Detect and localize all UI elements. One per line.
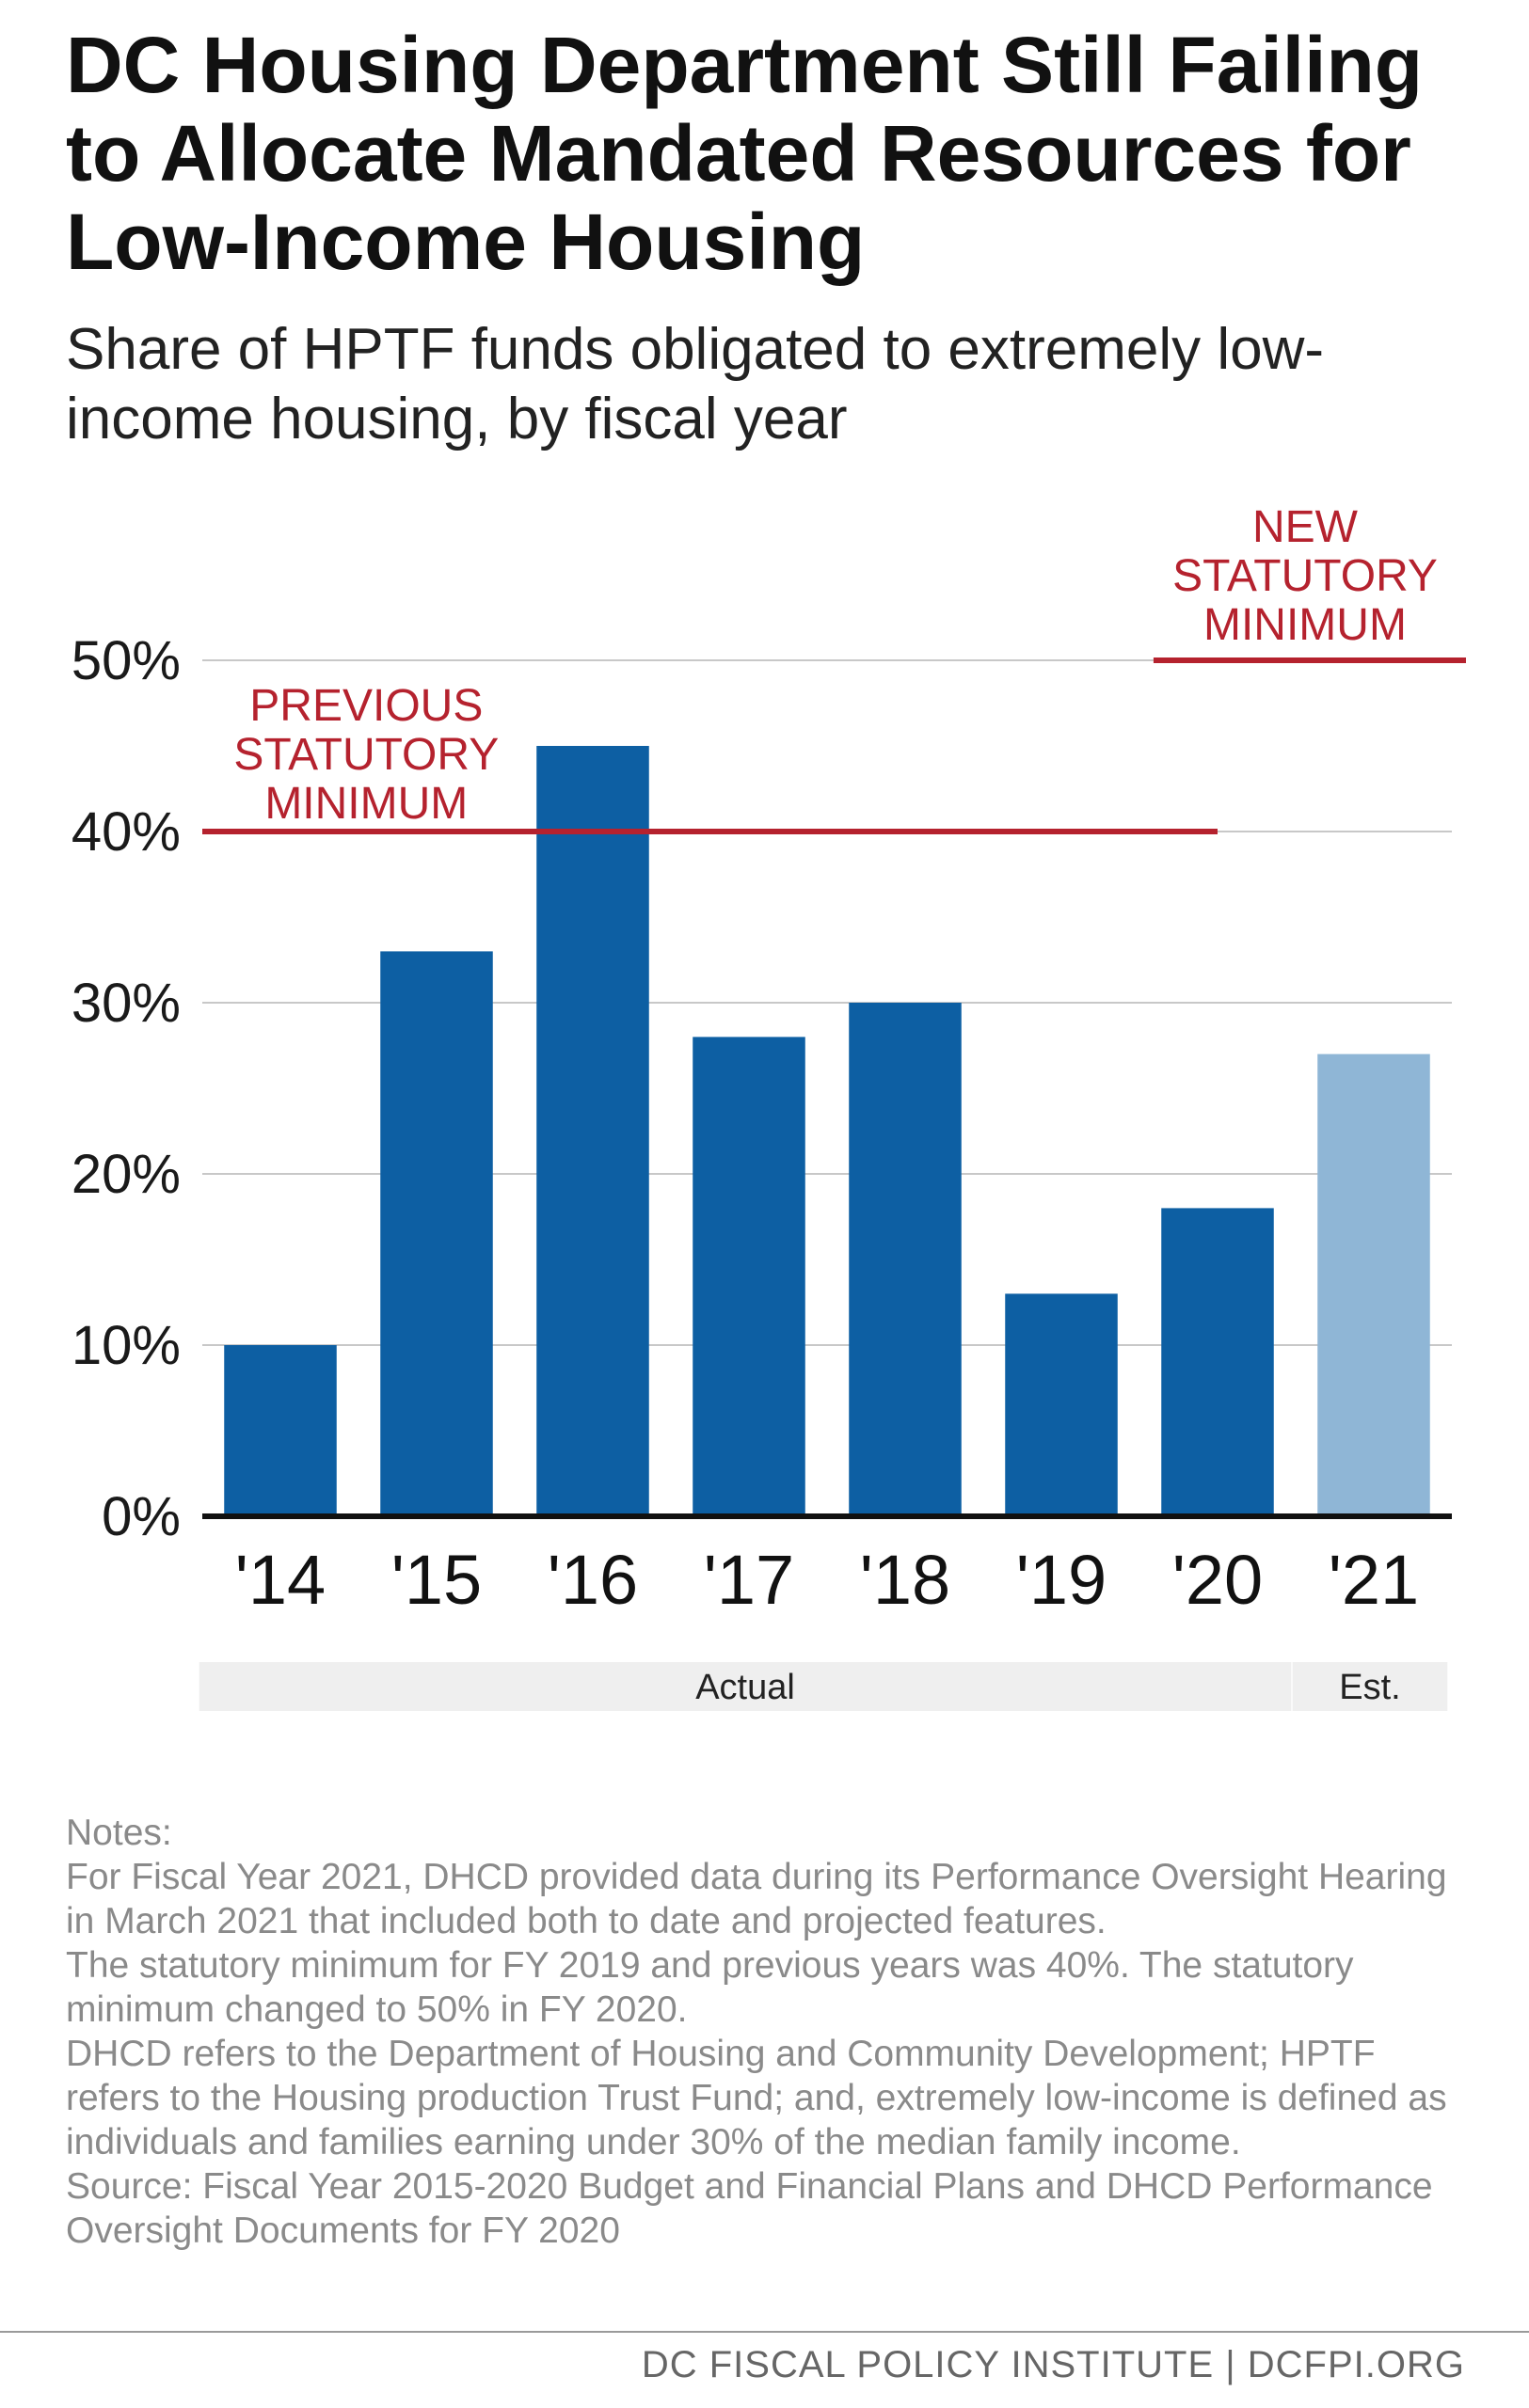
- note-fy2021: For Fiscal Year 2021, DHCD provided data…: [66, 1857, 1447, 1941]
- statutory-minimum-label: MINIMUM: [264, 779, 468, 829]
- statutory-minimum-label: NEW: [1252, 502, 1359, 552]
- statutory-minimum-label: STATUTORY: [233, 730, 499, 780]
- footer-credit: DC FISCAL POLICY INSTITUTE | DCFPI.ORG: [641, 2344, 1465, 2385]
- period-band: [1292, 1662, 1448, 1711]
- y-tick-label: 40%: [72, 801, 181, 863]
- period-label: Actual: [695, 1668, 795, 1707]
- y-tick-label: 20%: [72, 1144, 181, 1205]
- chart-title: DC Housing Department Still Failing to A…: [66, 21, 1424, 286]
- bar: [1317, 1054, 1430, 1516]
- notes-heading: Notes:: [66, 1813, 172, 1853]
- period-band: [199, 1662, 1292, 1711]
- x-tick-label: '21: [1329, 1541, 1419, 1619]
- statutory-minimum-label: PREVIOUS: [249, 681, 483, 731]
- statutory-minimum-label: STATUTORY: [1172, 551, 1438, 601]
- note-statutory-minimum: The statutory minimum for FY 2019 and pr…: [66, 1945, 1354, 2030]
- bar: [536, 746, 649, 1516]
- x-tick-label: '20: [1172, 1541, 1263, 1619]
- x-tick-label: '17: [704, 1541, 794, 1619]
- statutory-minimum-label: MINIMUM: [1203, 600, 1407, 650]
- y-tick-label: 10%: [72, 1315, 181, 1376]
- bar: [1005, 1293, 1118, 1516]
- y-tick-label: 50%: [72, 630, 181, 691]
- y-tick-label: 0%: [102, 1486, 181, 1547]
- x-tick-label: '18: [860, 1541, 950, 1619]
- bar: [849, 1003, 962, 1516]
- x-tick-label: '15: [391, 1541, 482, 1619]
- bar-chart: 0%10%20%30%40%50%PREVIOUSSTATUTORYMINIMU…: [72, 502, 1466, 1711]
- x-tick-label: '14: [235, 1541, 326, 1619]
- note-source: Source: Fiscal Year 2015-2020 Budget and…: [66, 2166, 1433, 2251]
- bar: [224, 1345, 337, 1516]
- bar: [693, 1037, 805, 1516]
- note-definitions: DHCD refers to the Department of Housing…: [66, 2034, 1447, 2162]
- period-label: Est.: [1339, 1668, 1400, 1707]
- chart-subtitle: Share of HPTF funds obligated to extreme…: [66, 317, 1325, 452]
- bar: [380, 951, 493, 1516]
- footer-divider: [0, 2331, 1529, 2333]
- x-tick-label: '19: [1016, 1541, 1107, 1619]
- y-tick-label: 30%: [72, 973, 181, 1034]
- x-tick-label: '16: [548, 1541, 638, 1619]
- notes-section: Notes: For Fiscal Year 2021, DHCD provid…: [66, 1811, 1468, 2253]
- bar: [1161, 1208, 1274, 1516]
